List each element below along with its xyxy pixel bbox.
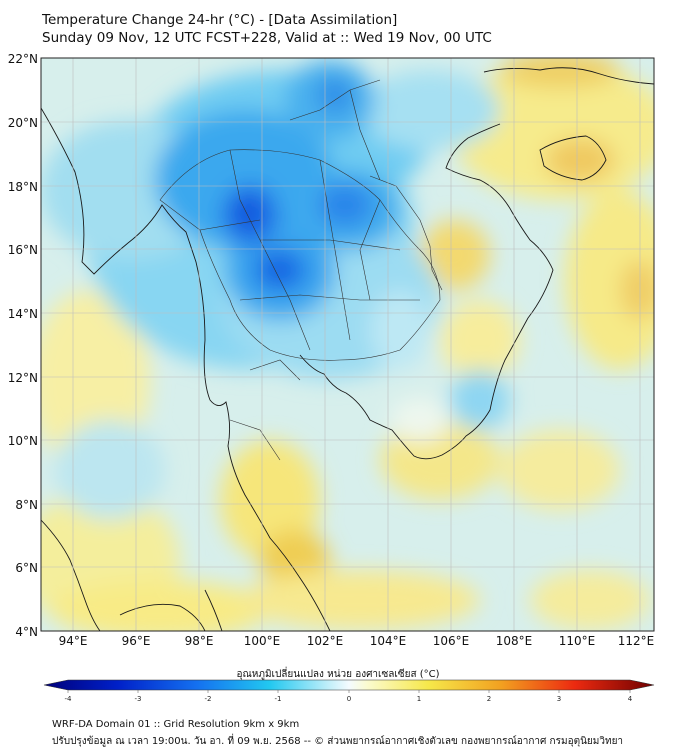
lon-label-98e: 98°E	[185, 634, 214, 648]
lat-label-10n: 10°N	[8, 434, 38, 448]
lon-label-106e: 106°E	[433, 634, 470, 648]
temperature-field	[41, 58, 654, 631]
lat-label-8n: 8°N	[15, 498, 38, 512]
lat-label-14n: 14°N	[8, 307, 38, 321]
cb-tick-0: 0	[347, 695, 351, 703]
footer-update-info: ปรับปรุงข้อมูล ณ เวลา 19:00น. วัน อา. ที…	[52, 736, 624, 747]
coastlines	[41, 67, 654, 631]
province-borders	[159, 79, 443, 461]
lon-axis: 94°E 96°E 98°E 100°E 102°E 104°E 106°E 1…	[59, 634, 655, 648]
cb-tick-2: 2	[487, 695, 491, 703]
cb-tick-m1: -1	[275, 695, 282, 703]
cb-tick-m2: -2	[205, 695, 212, 703]
graticule	[41, 58, 654, 631]
lon-label-102e: 102°E	[307, 634, 344, 648]
lon-label-96e: 96°E	[122, 634, 151, 648]
cb-tick-4: 4	[628, 695, 633, 703]
lon-label-110e: 110°E	[559, 634, 596, 648]
lon-label-100e: 100°E	[244, 634, 281, 648]
lat-label-12n: 12°N	[8, 371, 38, 385]
cb-tick-m3: -3	[135, 695, 142, 703]
cb-tick-3: 3	[557, 695, 561, 703]
lat-label-6n: 6°N	[15, 561, 38, 575]
lon-label-104e: 104°E	[370, 634, 407, 648]
lat-label-20n: 20°N	[8, 116, 38, 130]
map-frame	[40, 57, 655, 632]
cb-tick-m4: -4	[65, 695, 73, 703]
lat-axis: 22°N 20°N 18°N 16°N 14°N 12°N 10°N 8°N 6…	[8, 52, 38, 639]
lat-label-22n: 22°N	[8, 52, 38, 66]
colorbar-title: อุณหภูมิเปลี่ยนแปลง หน่วย องศาเซลเซียส (…	[236, 669, 440, 680]
lat-label-18n: 18°N	[8, 180, 38, 194]
map-title: Temperature Change 24-hr (°C) - [Data As…	[42, 12, 398, 28]
lat-label-16n: 16°N	[8, 243, 38, 257]
colorbar-ticks	[67, 690, 631, 693]
cb-tick-1: 1	[417, 695, 421, 703]
colorbar-labels: -4 -3 -2 -1 0 1 2 3 4	[65, 695, 633, 703]
map-subtitle: Sunday 09 Nov, 12 UTC FCST+228, Valid at…	[42, 30, 492, 46]
lon-label-112e: 112°E	[618, 634, 655, 648]
footer-model-info: WRF-DA Domain 01 :: Grid Resolution 9km …	[52, 719, 300, 730]
lon-label-108e: 108°E	[496, 634, 533, 648]
lat-label-4n: 4°N	[15, 625, 38, 639]
lon-label-94e: 94°E	[59, 634, 88, 648]
